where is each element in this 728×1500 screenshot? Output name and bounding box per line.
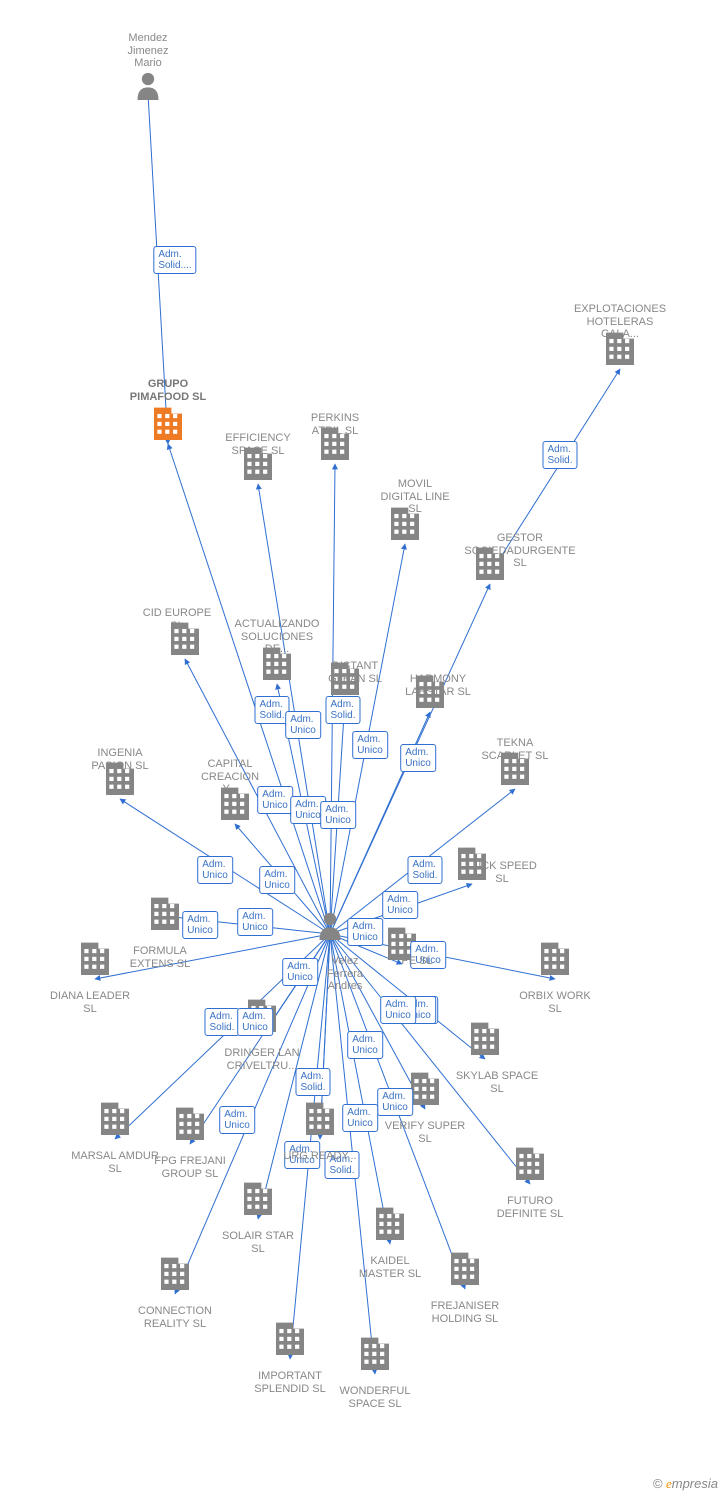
building-icon[interactable] [411, 1073, 439, 1105]
edge-label: Adm. Unico [347, 1031, 383, 1059]
node-label: KAIDEL MASTER SL [359, 1255, 421, 1280]
node-label: EFFICIENCY SPACE SL [225, 432, 290, 457]
building-icon[interactable] [154, 408, 182, 440]
node-label: FREJANISER HOLDING SL [431, 1300, 499, 1325]
edge-label: Adm. Unico [382, 891, 418, 919]
node-label: MOVIL DIGITAL LINE SL [380, 478, 449, 516]
copyright: © empresia [653, 1476, 718, 1492]
edge-label: Adm. Unico [197, 856, 233, 884]
building-icon[interactable] [541, 943, 569, 975]
building-icon[interactable] [306, 1103, 334, 1135]
node-label: WONDERFUL SPACE SL [340, 1385, 411, 1410]
edge-label: Adm. Solid. [325, 696, 360, 724]
node-label: URG READY... [283, 1150, 356, 1163]
node-label: Mendez Jimenez Mario [128, 32, 169, 70]
edge-label: Adm. Solid. [542, 441, 577, 469]
node-label: IMPORTANT SPLENDID SL [254, 1370, 326, 1395]
building-icon[interactable] [361, 1338, 389, 1370]
node-label: TEKNA SCARLET SL [481, 737, 548, 762]
node-label: CAPITAL CREACION Y... [201, 758, 259, 796]
node-label: DRINGER LAN CRIVELTRU... [224, 1047, 299, 1072]
edge-label: Adm. Unico [342, 1104, 378, 1132]
building-icon[interactable] [176, 1108, 204, 1140]
edge-label: Adm. Unico [219, 1106, 255, 1134]
building-icon[interactable] [151, 898, 179, 930]
building-icon[interactable] [101, 1103, 129, 1135]
node-label: INGENIA PASION SL [91, 747, 148, 772]
person-icon[interactable] [138, 73, 159, 100]
edge-label: Adm. Unico [259, 866, 295, 894]
node-label: LUCK SPEED SL [467, 860, 537, 885]
edge-label: Adm. Unico [257, 786, 293, 814]
copyright-text: mpresia [672, 1476, 718, 1491]
edge-label: Adm. Unico [347, 918, 383, 946]
node-label: FPG FREJANI GROUP SL [154, 1155, 226, 1180]
node-label: HARMONY LABSTAR SL [405, 673, 471, 698]
node-label: ACTUALIZANDO SOLUCIONES DE... [235, 618, 320, 656]
edge-label: Adm. Solid.... [153, 246, 196, 274]
building-icon[interactable] [276, 1323, 304, 1355]
node-label: CID EUROPE SL [143, 607, 211, 632]
edge-label: Adm. Unico [237, 1008, 273, 1036]
node-label: DISTANT GLEAN SL [328, 660, 382, 685]
copyright-symbol: © [653, 1476, 663, 1491]
building-icon[interactable] [161, 1258, 189, 1290]
node-label: GRUPO PIMAFOOD SL [130, 378, 206, 403]
edge [168, 444, 330, 934]
node-label: SOLAIR STAR SL [222, 1230, 294, 1255]
edge-label: Adm. Unico [237, 908, 273, 936]
node-label: DIANA LEADER SL [50, 990, 130, 1015]
edge-label: Adm. Unico [377, 1088, 413, 1116]
node-label: FUTURO DEFINITE SL [497, 1195, 564, 1220]
building-icon[interactable] [471, 1023, 499, 1055]
node-label: Velez Ferrera Andres [327, 955, 363, 993]
node-label: CONNECTION REALITY SL [138, 1305, 212, 1330]
building-icon[interactable] [451, 1253, 479, 1285]
edge-label: Adm. Unico [285, 711, 321, 739]
node-label: ORBIX WORK SL [519, 990, 591, 1015]
edge-label: Adm. Unico [282, 958, 318, 986]
edge-label: Adm. Unico [352, 731, 388, 759]
node-label: EXPLOTACIONES HOTELERAS CALA... [574, 303, 666, 341]
edge-label: Adm. Unico [400, 744, 436, 772]
node-label: VERIFY SUPER SL [385, 1120, 466, 1145]
edge-label: Adm. Unico [380, 996, 416, 1024]
node-label: PERKINS ATRIL SL [311, 412, 359, 437]
node-label: SKYLAB SPACE SL [456, 1070, 538, 1095]
building-icon[interactable] [516, 1148, 544, 1180]
building-icon[interactable] [244, 1183, 272, 1215]
building-icon[interactable] [376, 1208, 404, 1240]
edge-label: Adm. Solid. [407, 856, 442, 884]
edge-label: Adm. Unico [320, 801, 356, 829]
node-label: PE SL [401, 955, 432, 968]
node-label: FORMULA EXTENS SL [130, 945, 191, 970]
node-label: MARSAL AMDUR SL [71, 1150, 159, 1175]
edge-label: Adm. Solid. [204, 1008, 239, 1036]
edge-label: Adm. Unico [182, 911, 218, 939]
building-icon[interactable] [81, 943, 109, 975]
edge-label: Adm. Solid. [295, 1068, 330, 1096]
node-label: GESTOR SOCIEDADURGENTE SL [464, 532, 575, 570]
